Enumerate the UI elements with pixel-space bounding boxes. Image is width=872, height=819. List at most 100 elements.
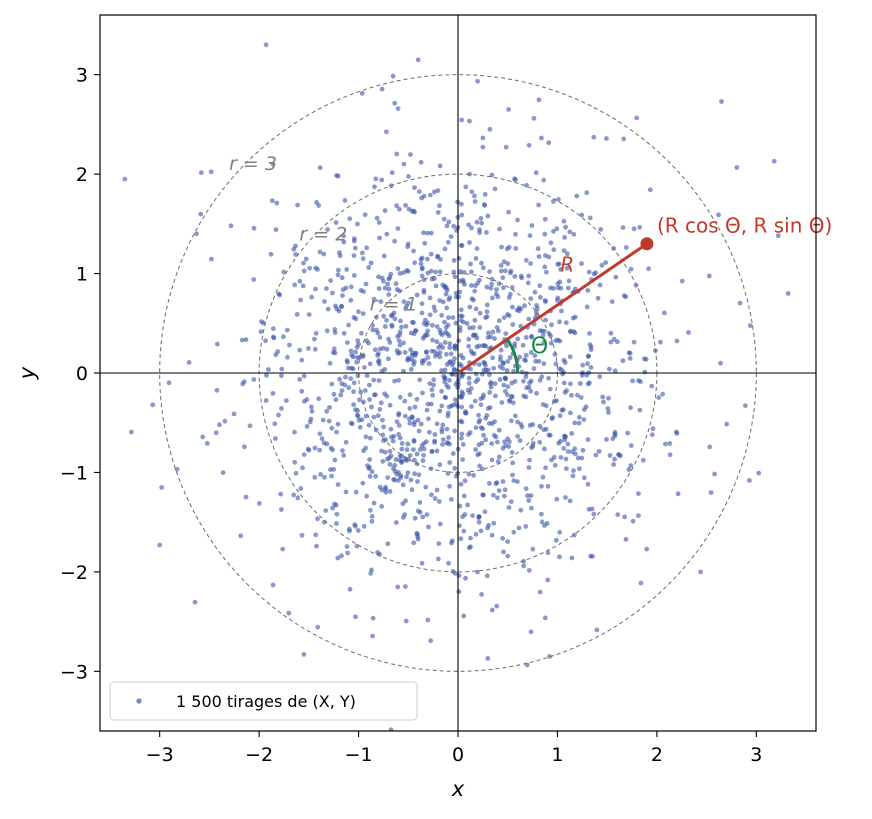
- scatter-point: [385, 475, 391, 480]
- scatter-point: [408, 330, 414, 336]
- scatter-point: [337, 250, 342, 256]
- scatter-point: [459, 201, 464, 207]
- scatter-point: [466, 222, 471, 228]
- scatter-point: [434, 324, 440, 329]
- scatter-point: [458, 318, 464, 323]
- circle-label: r = 3: [229, 153, 277, 175]
- scatter-point: [386, 292, 392, 297]
- scatter-point: [515, 336, 521, 342]
- scatter-point: [412, 185, 417, 191]
- scatter-point: [403, 323, 409, 329]
- scatter-point: [557, 319, 562, 325]
- scatter-point: [587, 331, 592, 336]
- scatter-point: [575, 392, 580, 398]
- scatter-point: [312, 336, 317, 342]
- scatter-point: [279, 366, 285, 372]
- scatter-point: [368, 260, 374, 266]
- scatter-point: [523, 352, 529, 358]
- scatter-point: [387, 340, 393, 345]
- scatter-point: [512, 379, 518, 384]
- scatter-point: [437, 203, 442, 209]
- scatter-point: [546, 375, 551, 381]
- scatter-point: [572, 314, 578, 320]
- scatter-point: [542, 446, 547, 452]
- scatter-point: [346, 385, 352, 391]
- scatter-point: [493, 393, 498, 399]
- scatter-point: [571, 468, 576, 474]
- scatter-point: [511, 478, 517, 483]
- scatter-point: [363, 281, 369, 287]
- scatter-point: [489, 457, 495, 463]
- scatter-point: [637, 407, 643, 413]
- scatter-point: [479, 260, 484, 266]
- scatter-point: [467, 304, 473, 310]
- scatter-point: [428, 230, 434, 236]
- scatter-point: [521, 393, 527, 399]
- scatter-point: [596, 449, 602, 454]
- scatter-point: [496, 318, 502, 324]
- scatter-point: [451, 258, 457, 263]
- scatter-point: [403, 203, 408, 208]
- x-tick-label: 0: [452, 744, 464, 766]
- scatter-point: [591, 511, 597, 517]
- scatter-point: [366, 265, 372, 270]
- scatter-point: [350, 366, 356, 372]
- scatter-point: [419, 443, 425, 448]
- scatter-point: [461, 279, 466, 285]
- scatter-point: [551, 247, 557, 253]
- scatter-point: [580, 362, 586, 368]
- scatter-point: [334, 173, 339, 178]
- scatter-point: [367, 474, 373, 479]
- scatter-point: [405, 269, 411, 274]
- scatter-point: [271, 334, 276, 340]
- scatter-point: [359, 330, 364, 336]
- scatter-point: [539, 511, 544, 517]
- scatter-point: [392, 316, 398, 322]
- scatter-point: [577, 381, 583, 386]
- scatter-point: [384, 231, 390, 237]
- scatter-point: [638, 580, 644, 586]
- scatter-point: [263, 398, 269, 403]
- scatter-point: [166, 380, 172, 386]
- scatter-point: [533, 170, 539, 176]
- scatter-point: [348, 376, 354, 381]
- scatter-point: [526, 568, 532, 573]
- scatter-point: [389, 434, 394, 440]
- scatter-point: [341, 239, 347, 245]
- scatter-point: [263, 42, 269, 48]
- scatter-point: [712, 471, 717, 477]
- scatter-point: [325, 306, 331, 312]
- scatter-point: [264, 372, 269, 378]
- scatter-point: [471, 351, 477, 357]
- scatter-point: [269, 198, 275, 204]
- scatter-point: [481, 392, 486, 398]
- scatter-point: [425, 401, 431, 407]
- scatter-point: [458, 481, 464, 487]
- scatter-point: [526, 316, 532, 322]
- scatter-point: [612, 429, 618, 435]
- scatter-point: [309, 408, 315, 414]
- scatter-point: [462, 512, 468, 517]
- scatter-point: [363, 413, 369, 419]
- scatter-point: [346, 365, 351, 371]
- scatter-point: [493, 481, 499, 487]
- scatter-point: [563, 456, 569, 462]
- scatter-point: [437, 350, 443, 355]
- scatter-point: [440, 442, 445, 447]
- scatter-point: [459, 117, 464, 123]
- scatter-point: [503, 144, 509, 150]
- scatter-point: [398, 475, 404, 480]
- scatter-point: [477, 310, 483, 316]
- scatter-point: [377, 407, 383, 412]
- scatter-point: [529, 334, 535, 340]
- scatter-point: [468, 535, 473, 541]
- scatter-point: [523, 524, 529, 529]
- scatter-point: [562, 437, 568, 443]
- scatter-point: [528, 261, 533, 266]
- scatter-point: [585, 288, 591, 293]
- scatter-point: [469, 404, 474, 409]
- scatter-point: [502, 487, 508, 493]
- scatter-point: [612, 368, 618, 374]
- scatter-point: [469, 189, 475, 195]
- scatter-point: [775, 233, 781, 239]
